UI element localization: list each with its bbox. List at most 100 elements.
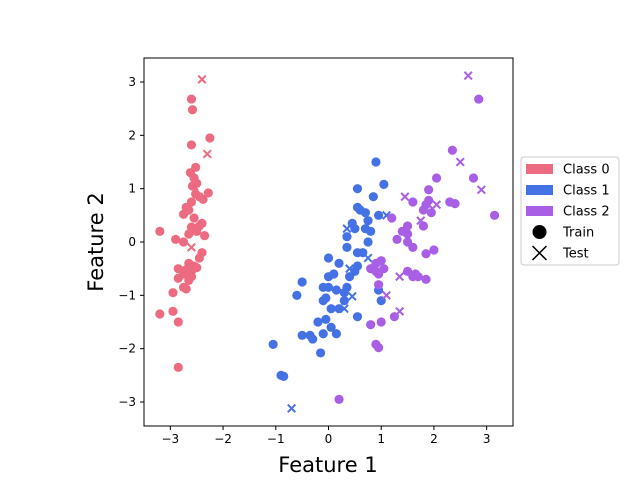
- train-point-class-2: [447, 145, 457, 155]
- x-tick-label: −1: [267, 432, 285, 446]
- train-point-class-1: [366, 226, 376, 236]
- points-layer: [155, 71, 500, 413]
- train-point-class-1: [323, 253, 334, 263]
- legend-label: Class 0: [563, 163, 610, 178]
- train-point-class-2: [392, 234, 402, 244]
- train-point-class-1: [363, 237, 373, 247]
- test-point-class-1: [287, 403, 297, 413]
- train-point-class-0: [187, 105, 198, 115]
- legend-swatch-class-0: [526, 164, 553, 174]
- train-point-class-0: [203, 188, 213, 198]
- test-point-class-2: [395, 272, 405, 282]
- train-point-class-0: [191, 162, 201, 172]
- train-point-class-2: [431, 173, 442, 183]
- train-point-class-2: [408, 242, 418, 252]
- train-point-class-2: [421, 249, 431, 259]
- test-point-class-2: [416, 216, 426, 226]
- train-point-class-1: [331, 285, 342, 295]
- train-point-class-1: [297, 330, 307, 340]
- train-point-class-1: [360, 208, 370, 218]
- test-point-class-0: [197, 74, 207, 84]
- legend-label: Class 2: [563, 205, 610, 220]
- train-point-class-0: [181, 284, 191, 294]
- legend: Class 0 Class 1 Class 2 Train Test: [520, 156, 620, 266]
- train-point-class-1: [352, 184, 363, 194]
- train-point-class-0: [200, 231, 210, 241]
- y-tick-label: −3: [118, 395, 136, 409]
- train-point-class-2: [424, 185, 434, 195]
- legend-box: [520, 156, 620, 266]
- y-axis-label: Feature 2: [84, 192, 108, 291]
- legend-train-marker: [532, 225, 547, 239]
- test-point-class-0: [186, 242, 196, 252]
- y-axis-ticks: −3 −2 −1 0 1 2 3: [118, 75, 144, 409]
- test-point-class-1: [347, 291, 357, 301]
- train-point-class-0: [198, 194, 208, 204]
- train-point-class-0: [178, 237, 189, 247]
- test-point-class-2: [400, 192, 410, 202]
- train-point-class-2: [408, 272, 418, 282]
- train-point-class-0: [184, 275, 194, 285]
- train-point-class-1: [334, 258, 344, 268]
- train-point-class-2: [489, 210, 500, 220]
- train-point-class-1: [379, 179, 389, 189]
- train-point-class-1: [297, 277, 307, 287]
- train-point-class-1: [318, 296, 328, 306]
- train-point-class-1: [318, 329, 328, 339]
- x-tick-label: 0: [325, 432, 333, 446]
- legend-swatch-class-2: [526, 206, 553, 216]
- train-point-class-2: [474, 94, 484, 104]
- train-point-class-2: [366, 320, 376, 330]
- test-point-class-1: [339, 304, 349, 314]
- train-point-class-1: [363, 216, 373, 226]
- x-tick-label: 2: [430, 432, 438, 446]
- train-point-class-0: [189, 213, 199, 223]
- train-point-class-2: [376, 317, 386, 327]
- train-point-class-2: [418, 221, 428, 231]
- test-point-class-1: [342, 224, 352, 234]
- test-point-class-2: [476, 185, 486, 195]
- train-point-class-0: [178, 209, 189, 219]
- y-tick-label: 1: [128, 182, 136, 196]
- y-tick-label: 3: [128, 75, 136, 89]
- train-point-class-1: [342, 232, 352, 242]
- train-point-class-1: [371, 157, 381, 167]
- test-point-class-2: [424, 200, 434, 210]
- train-point-class-1: [352, 248, 363, 258]
- train-point-class-0: [173, 273, 183, 283]
- train-point-class-1: [315, 348, 326, 358]
- train-point-class-0: [205, 133, 215, 143]
- train-point-class-1: [339, 288, 349, 298]
- train-point-class-0: [168, 288, 178, 298]
- train-point-class-2: [408, 197, 418, 207]
- train-point-class-0: [168, 306, 178, 316]
- test-point-class-2: [463, 71, 473, 81]
- train-point-class-2: [371, 266, 381, 276]
- train-point-class-2: [334, 394, 344, 404]
- train-point-class-1: [331, 329, 342, 339]
- train-point-class-0: [186, 94, 197, 104]
- train-point-class-1: [268, 339, 278, 349]
- train-point-class-1: [350, 224, 360, 234]
- train-point-class-0: [173, 317, 183, 327]
- legend-test-marker: [531, 245, 548, 261]
- train-point-class-2: [426, 208, 436, 218]
- train-point-class-2: [373, 343, 384, 353]
- train-point-class-2: [387, 213, 397, 223]
- test-point-class-2: [381, 290, 391, 300]
- train-point-class-2: [450, 199, 460, 209]
- train-point-class-2: [402, 229, 413, 239]
- train-point-class-1: [344, 272, 355, 282]
- legend-label: Class 1: [563, 184, 610, 199]
- train-point-class-1: [321, 314, 331, 324]
- train-point-class-0: [155, 309, 165, 319]
- legend-label: Train: [562, 226, 594, 241]
- y-tick-label: −1: [118, 288, 136, 302]
- train-point-class-1: [292, 290, 302, 300]
- y-tick-label: 0: [128, 235, 136, 249]
- test-point-class-2: [432, 200, 442, 210]
- y-tick-label: 2: [128, 128, 136, 142]
- test-point-class-0: [202, 149, 212, 159]
- train-point-class-1: [318, 282, 328, 292]
